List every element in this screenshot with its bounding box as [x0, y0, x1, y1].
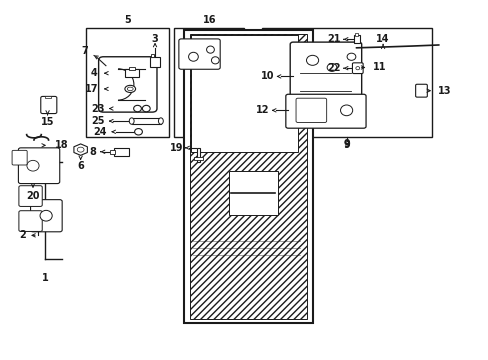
Text: 19: 19 — [169, 143, 183, 153]
FancyBboxPatch shape — [179, 39, 220, 69]
FancyBboxPatch shape — [99, 57, 157, 112]
Text: 12: 12 — [256, 105, 269, 115]
Ellipse shape — [142, 105, 150, 112]
Bar — [174, 28, 244, 137]
Ellipse shape — [124, 85, 135, 93]
Ellipse shape — [326, 64, 336, 71]
Bar — [355, 33, 357, 36]
Text: 15: 15 — [41, 117, 54, 127]
Ellipse shape — [134, 129, 142, 135]
FancyBboxPatch shape — [289, 42, 361, 121]
FancyBboxPatch shape — [41, 96, 57, 113]
Bar — [194, 157, 203, 159]
Ellipse shape — [355, 67, 359, 70]
Bar — [86, 28, 169, 137]
Text: 24: 24 — [93, 127, 106, 137]
Ellipse shape — [188, 52, 198, 61]
Text: 23: 23 — [91, 104, 104, 113]
Bar — [228, 171, 277, 215]
Text: 1: 1 — [41, 273, 48, 283]
FancyBboxPatch shape — [295, 98, 326, 122]
Bar — [151, 54, 154, 58]
Bar — [353, 35, 359, 43]
Ellipse shape — [306, 55, 318, 65]
Bar — [189, 34, 306, 319]
Ellipse shape — [346, 53, 355, 60]
Bar — [261, 28, 431, 137]
Bar — [149, 57, 160, 67]
Text: 20: 20 — [26, 191, 40, 201]
Ellipse shape — [206, 46, 214, 53]
Bar — [191, 35, 297, 153]
Ellipse shape — [127, 87, 133, 91]
Text: 2: 2 — [19, 230, 25, 240]
Ellipse shape — [340, 105, 352, 116]
Text: 13: 13 — [437, 86, 450, 96]
FancyBboxPatch shape — [12, 150, 27, 165]
Text: 14: 14 — [376, 34, 389, 44]
Text: 18: 18 — [55, 140, 68, 150]
Bar — [189, 34, 306, 319]
Text: 5: 5 — [124, 15, 131, 25]
Text: 7: 7 — [81, 46, 88, 57]
Text: 8: 8 — [89, 147, 96, 157]
Ellipse shape — [40, 210, 52, 221]
FancyBboxPatch shape — [285, 94, 366, 128]
Text: 4: 4 — [90, 68, 97, 78]
Bar — [131, 118, 161, 124]
Bar — [125, 69, 139, 77]
Ellipse shape — [77, 147, 84, 152]
Bar — [128, 67, 134, 70]
Ellipse shape — [133, 105, 141, 112]
Ellipse shape — [129, 118, 134, 124]
FancyBboxPatch shape — [352, 63, 363, 73]
Ellipse shape — [211, 57, 219, 64]
Bar — [114, 148, 128, 156]
Text: 6: 6 — [77, 161, 84, 171]
Text: 10: 10 — [261, 71, 274, 81]
Text: 25: 25 — [91, 116, 104, 126]
Text: 21: 21 — [327, 34, 341, 44]
Text: 17: 17 — [84, 84, 98, 94]
Bar — [110, 150, 115, 154]
Ellipse shape — [27, 160, 39, 171]
FancyBboxPatch shape — [415, 84, 427, 97]
Text: 22: 22 — [327, 63, 341, 73]
FancyBboxPatch shape — [19, 186, 42, 206]
Text: 11: 11 — [372, 63, 386, 72]
Text: 16: 16 — [202, 15, 216, 25]
FancyBboxPatch shape — [19, 148, 60, 184]
FancyBboxPatch shape — [30, 200, 62, 232]
Text: 9: 9 — [343, 139, 349, 149]
Ellipse shape — [158, 118, 163, 124]
FancyBboxPatch shape — [19, 211, 42, 231]
Bar — [45, 96, 51, 98]
Text: 3: 3 — [151, 34, 158, 44]
Text: 9: 9 — [343, 140, 349, 150]
Bar — [197, 148, 200, 162]
Bar — [183, 30, 312, 323]
